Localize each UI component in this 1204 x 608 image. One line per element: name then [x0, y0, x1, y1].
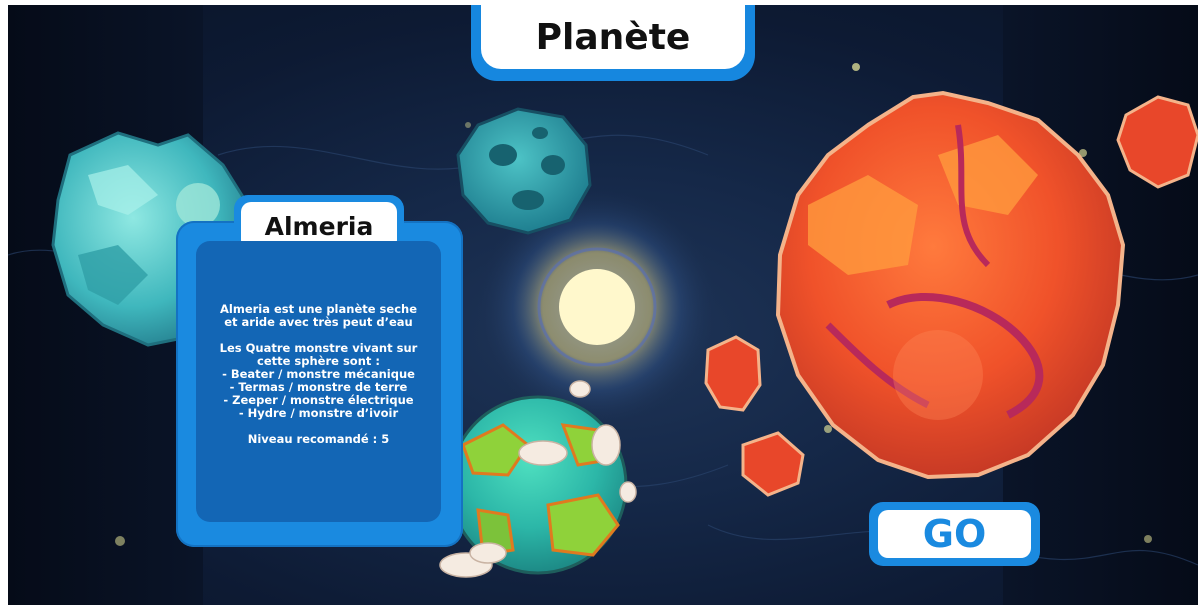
game-screen: Planète Almeria Almeria est une planète …: [8, 5, 1198, 605]
title-panel: Planète: [471, 5, 755, 81]
go-button[interactable]: GO: [869, 502, 1040, 566]
planet-info-panel: Almeria Almeria est une planète seche et…: [176, 195, 463, 547]
planet-info-body: Almeria est une planète seche et aride a…: [196, 241, 441, 522]
lava-rocks: [704, 95, 1198, 497]
title-box: Planète: [481, 5, 745, 69]
planet-description-block: Almeria est une planète seche et aride a…: [216, 303, 421, 446]
sun-icon: [477, 187, 717, 427]
planet-description: Almeria est une planète seche et aride a…: [220, 302, 417, 329]
recommended-level: Niveau recomandé : 5: [247, 432, 390, 446]
lava-planet-icon: [775, 90, 1126, 480]
green-planet-icon: [439, 380, 637, 578]
monster-item: - Zeeper / monstre électrique: [223, 393, 414, 407]
monster-item: - Termas / monstre de terre: [229, 380, 408, 394]
go-button-face[interactable]: GO: [878, 510, 1031, 558]
monster-item: - Beater / monstre mécanique: [222, 367, 415, 381]
monsters-intro: Les Quatre monstre vivant sur cette sphè…: [219, 341, 418, 368]
monster-item: - Hydre / monstre d’ivoir: [238, 406, 399, 420]
teal-moon-icon: [456, 107, 592, 235]
page-title: Planète: [535, 16, 691, 58]
go-button-label: GO: [922, 512, 987, 556]
planet-name: Almeria: [264, 211, 374, 241]
